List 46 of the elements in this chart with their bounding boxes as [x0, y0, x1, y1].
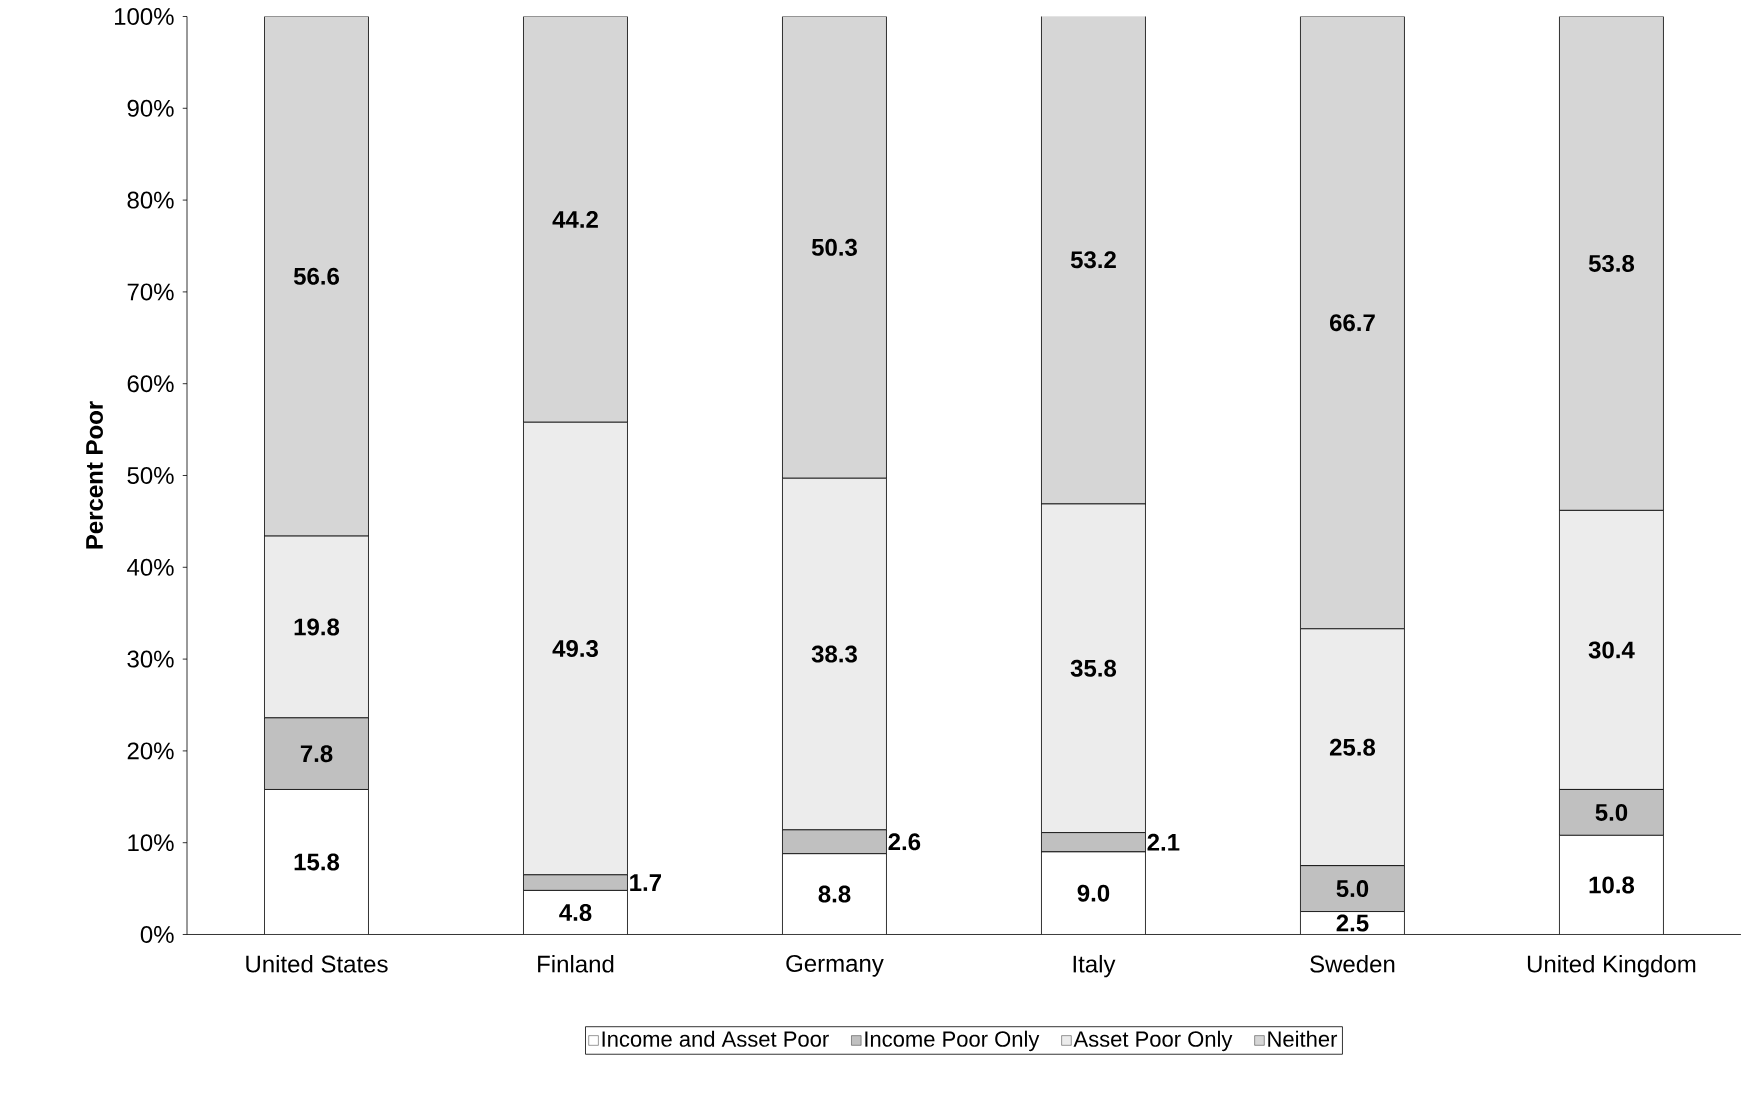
data-label: 53.2: [1070, 251, 1116, 269]
y-tick-label: 30%: [127, 650, 174, 668]
x-tick-label: Finland: [538, 955, 614, 973]
data-label: 2.1: [1147, 834, 1180, 851]
x-tick-label: Italy: [1073, 955, 1116, 978]
data-label: 49.3: [552, 640, 598, 658]
data-label: 25.8: [1329, 738, 1376, 756]
data-label: 1.7: [630, 874, 661, 892]
x-tick-label: United Kingdom: [1527, 955, 1696, 978]
data-label: 7.8: [300, 745, 333, 763]
y-tick-label: 90%: [127, 100, 174, 118]
y-axis-title: Percent Poor: [86, 401, 103, 549]
data-label: 15.8: [294, 853, 340, 871]
data-label: 44.2: [552, 211, 598, 228]
data-label: 30.4: [1588, 641, 1635, 659]
x-tick-label: Sweden: [1310, 955, 1395, 973]
y-tick-label: 40%: [127, 559, 174, 577]
legend-label: Neither: [1268, 1030, 1338, 1048]
y-tick-label: 80%: [127, 191, 174, 209]
data-label: 53.8: [1588, 255, 1635, 273]
data-label: 2.6: [888, 833, 921, 851]
x-tick-label: Germany: [786, 955, 884, 977]
data-label: 9.0: [1077, 884, 1110, 902]
legend-label: Asset Poor Only: [1073, 1030, 1233, 1052]
data-label: 56.6: [293, 268, 339, 286]
data-label: 38.3: [811, 645, 857, 663]
data-label: 8.8: [818, 885, 851, 903]
data-label: 5.0: [1595, 804, 1628, 822]
data-label: 66.7: [1329, 314, 1375, 332]
y-tick-label: 70%: [127, 283, 174, 301]
y-tick-label: 50%: [127, 467, 174, 485]
data-label: 2.5: [1336, 914, 1369, 932]
y-tick-label: 10%: [128, 834, 174, 852]
y-tick-label: 100%: [114, 8, 174, 26]
data-label: 35.8: [1070, 660, 1117, 678]
legend-label: Income Poor Only: [865, 1030, 1040, 1052]
data-label: 10.8: [1589, 876, 1635, 894]
y-tick-label: 20%: [127, 742, 174, 760]
y-tick-label: 60%: [127, 375, 174, 393]
data-label: 5.0: [1336, 880, 1369, 898]
data-label: 50.3: [811, 239, 857, 257]
y-tick-label: 0%: [140, 926, 174, 944]
data-label: 4.8: [559, 904, 592, 922]
data-label: 19.8: [294, 618, 340, 636]
legend-label: Income and Asset Poor: [602, 1030, 829, 1048]
x-tick-label: United States: [246, 955, 388, 973]
